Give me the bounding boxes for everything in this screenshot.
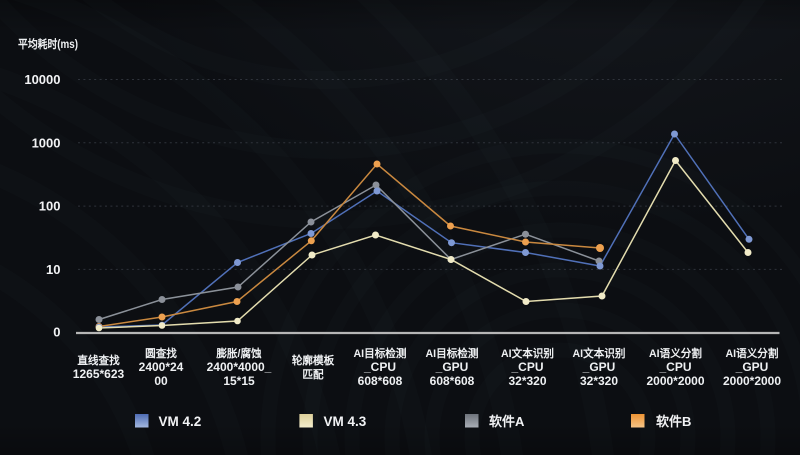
svg-text:轮廓模板匹配: 轮廓模板匹配 bbox=[292, 354, 335, 381]
svg-text:0: 0 bbox=[53, 325, 60, 340]
svg-text:软件B: 软件B bbox=[656, 414, 691, 429]
svg-text:10000: 10000 bbox=[24, 72, 60, 87]
svg-text:10: 10 bbox=[46, 262, 60, 277]
svg-text:100: 100 bbox=[39, 199, 61, 214]
svg-text:1000: 1000 bbox=[32, 135, 61, 150]
svg-text:平均耗时(ms): 平均耗时(ms) bbox=[18, 37, 78, 51]
svg-text:软件A: 软件A bbox=[489, 414, 525, 429]
svg-text:VM 4.3: VM 4.3 bbox=[324, 414, 367, 429]
svg-text:VM 4.2: VM 4.2 bbox=[159, 414, 202, 429]
